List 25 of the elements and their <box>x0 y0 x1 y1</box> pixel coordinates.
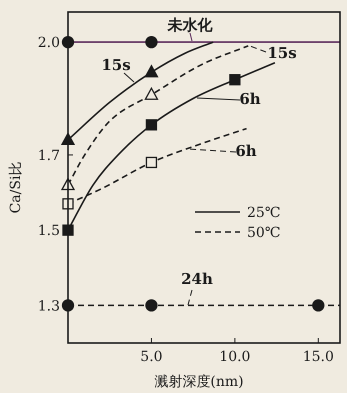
series-label: 未水化 <box>166 16 214 34</box>
legend-label: 6h <box>239 90 261 108</box>
point <box>145 299 158 312</box>
x-tick-label: 15.0 <box>302 349 334 365</box>
point <box>144 88 158 100</box>
y-tick-label: 1.7 <box>38 148 60 164</box>
y-tick-label: 2.0 <box>38 35 60 52</box>
point <box>146 156 158 168</box>
series-label: 15s <box>101 56 131 74</box>
point <box>229 74 241 86</box>
point <box>145 36 158 48</box>
y-tick-label: 1.5 <box>38 223 60 240</box>
legend-label: 6h <box>235 142 257 160</box>
x-tick-label: 5.0 <box>140 349 163 365</box>
point <box>144 65 158 78</box>
y-axis-title: Ca/Si比 <box>8 162 24 214</box>
y-tick-label: 1.3 <box>38 298 60 314</box>
legend-label: 15s <box>267 44 297 62</box>
point <box>312 299 324 312</box>
annotation: 25℃ <box>247 205 280 221</box>
x-axis-title: 溅射深度(nm) <box>154 374 244 390</box>
series-label: 24h <box>181 270 213 288</box>
x-tick-label: 10.0 <box>219 349 250 365</box>
point <box>146 119 158 130</box>
annotation: 50℃ <box>247 225 280 241</box>
